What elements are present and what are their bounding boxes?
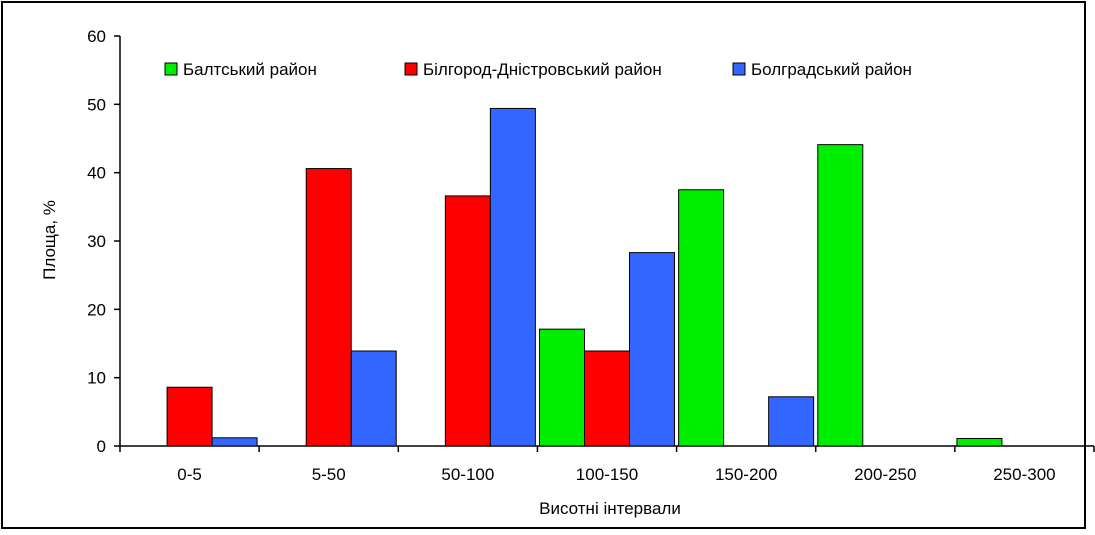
bar [350, 350, 397, 447]
y-tick-label: 50 [87, 95, 106, 114]
bars [166, 107, 1003, 447]
y-axis-label: Площа, % [40, 200, 59, 280]
bar [166, 386, 213, 447]
bar [768, 396, 815, 447]
bar [956, 437, 1003, 447]
y-tick-label: 20 [87, 300, 106, 319]
y-tick-label: 30 [87, 232, 106, 251]
axes: 0 10 20 30 40 50 60 0-5 5-50 50-100 100-150 150-200… [87, 27, 1095, 484]
legend-swatch [404, 62, 418, 76]
legend-swatch [732, 62, 746, 76]
x-tick-label: 200-250 [854, 465, 916, 484]
legend: Балтський район Білгород-Дністровський ра… [164, 60, 912, 79]
x-tick-label: 5-50 [312, 465, 346, 484]
x-tick-label: 250-300 [993, 465, 1055, 484]
x-tick-label: 50-100 [441, 465, 494, 484]
y-tick-label: 60 [87, 27, 106, 46]
bar [678, 189, 725, 447]
bar [211, 437, 258, 447]
x-tick-label: 100-150 [576, 465, 638, 484]
bar [817, 144, 864, 447]
y-tick-label: 10 [87, 369, 106, 388]
y-tick-label: 40 [87, 164, 106, 183]
bar [539, 328, 585, 447]
legend-swatch [164, 62, 178, 76]
bar [305, 168, 352, 447]
x-axis-label: Висотні інтервали [539, 499, 681, 518]
x-tick-label: 0-5 [177, 465, 202, 484]
x-tick-label: 150-200 [715, 465, 777, 484]
bar [444, 195, 491, 447]
legend-label: Білгород-Дністровський район [423, 60, 662, 79]
bar [629, 252, 675, 447]
y-tick-label: 0 [97, 437, 106, 456]
legend-label: Балтський район [183, 60, 317, 79]
legend-label: Болградський район [751, 60, 912, 79]
bar [489, 107, 536, 447]
bar [584, 350, 630, 447]
